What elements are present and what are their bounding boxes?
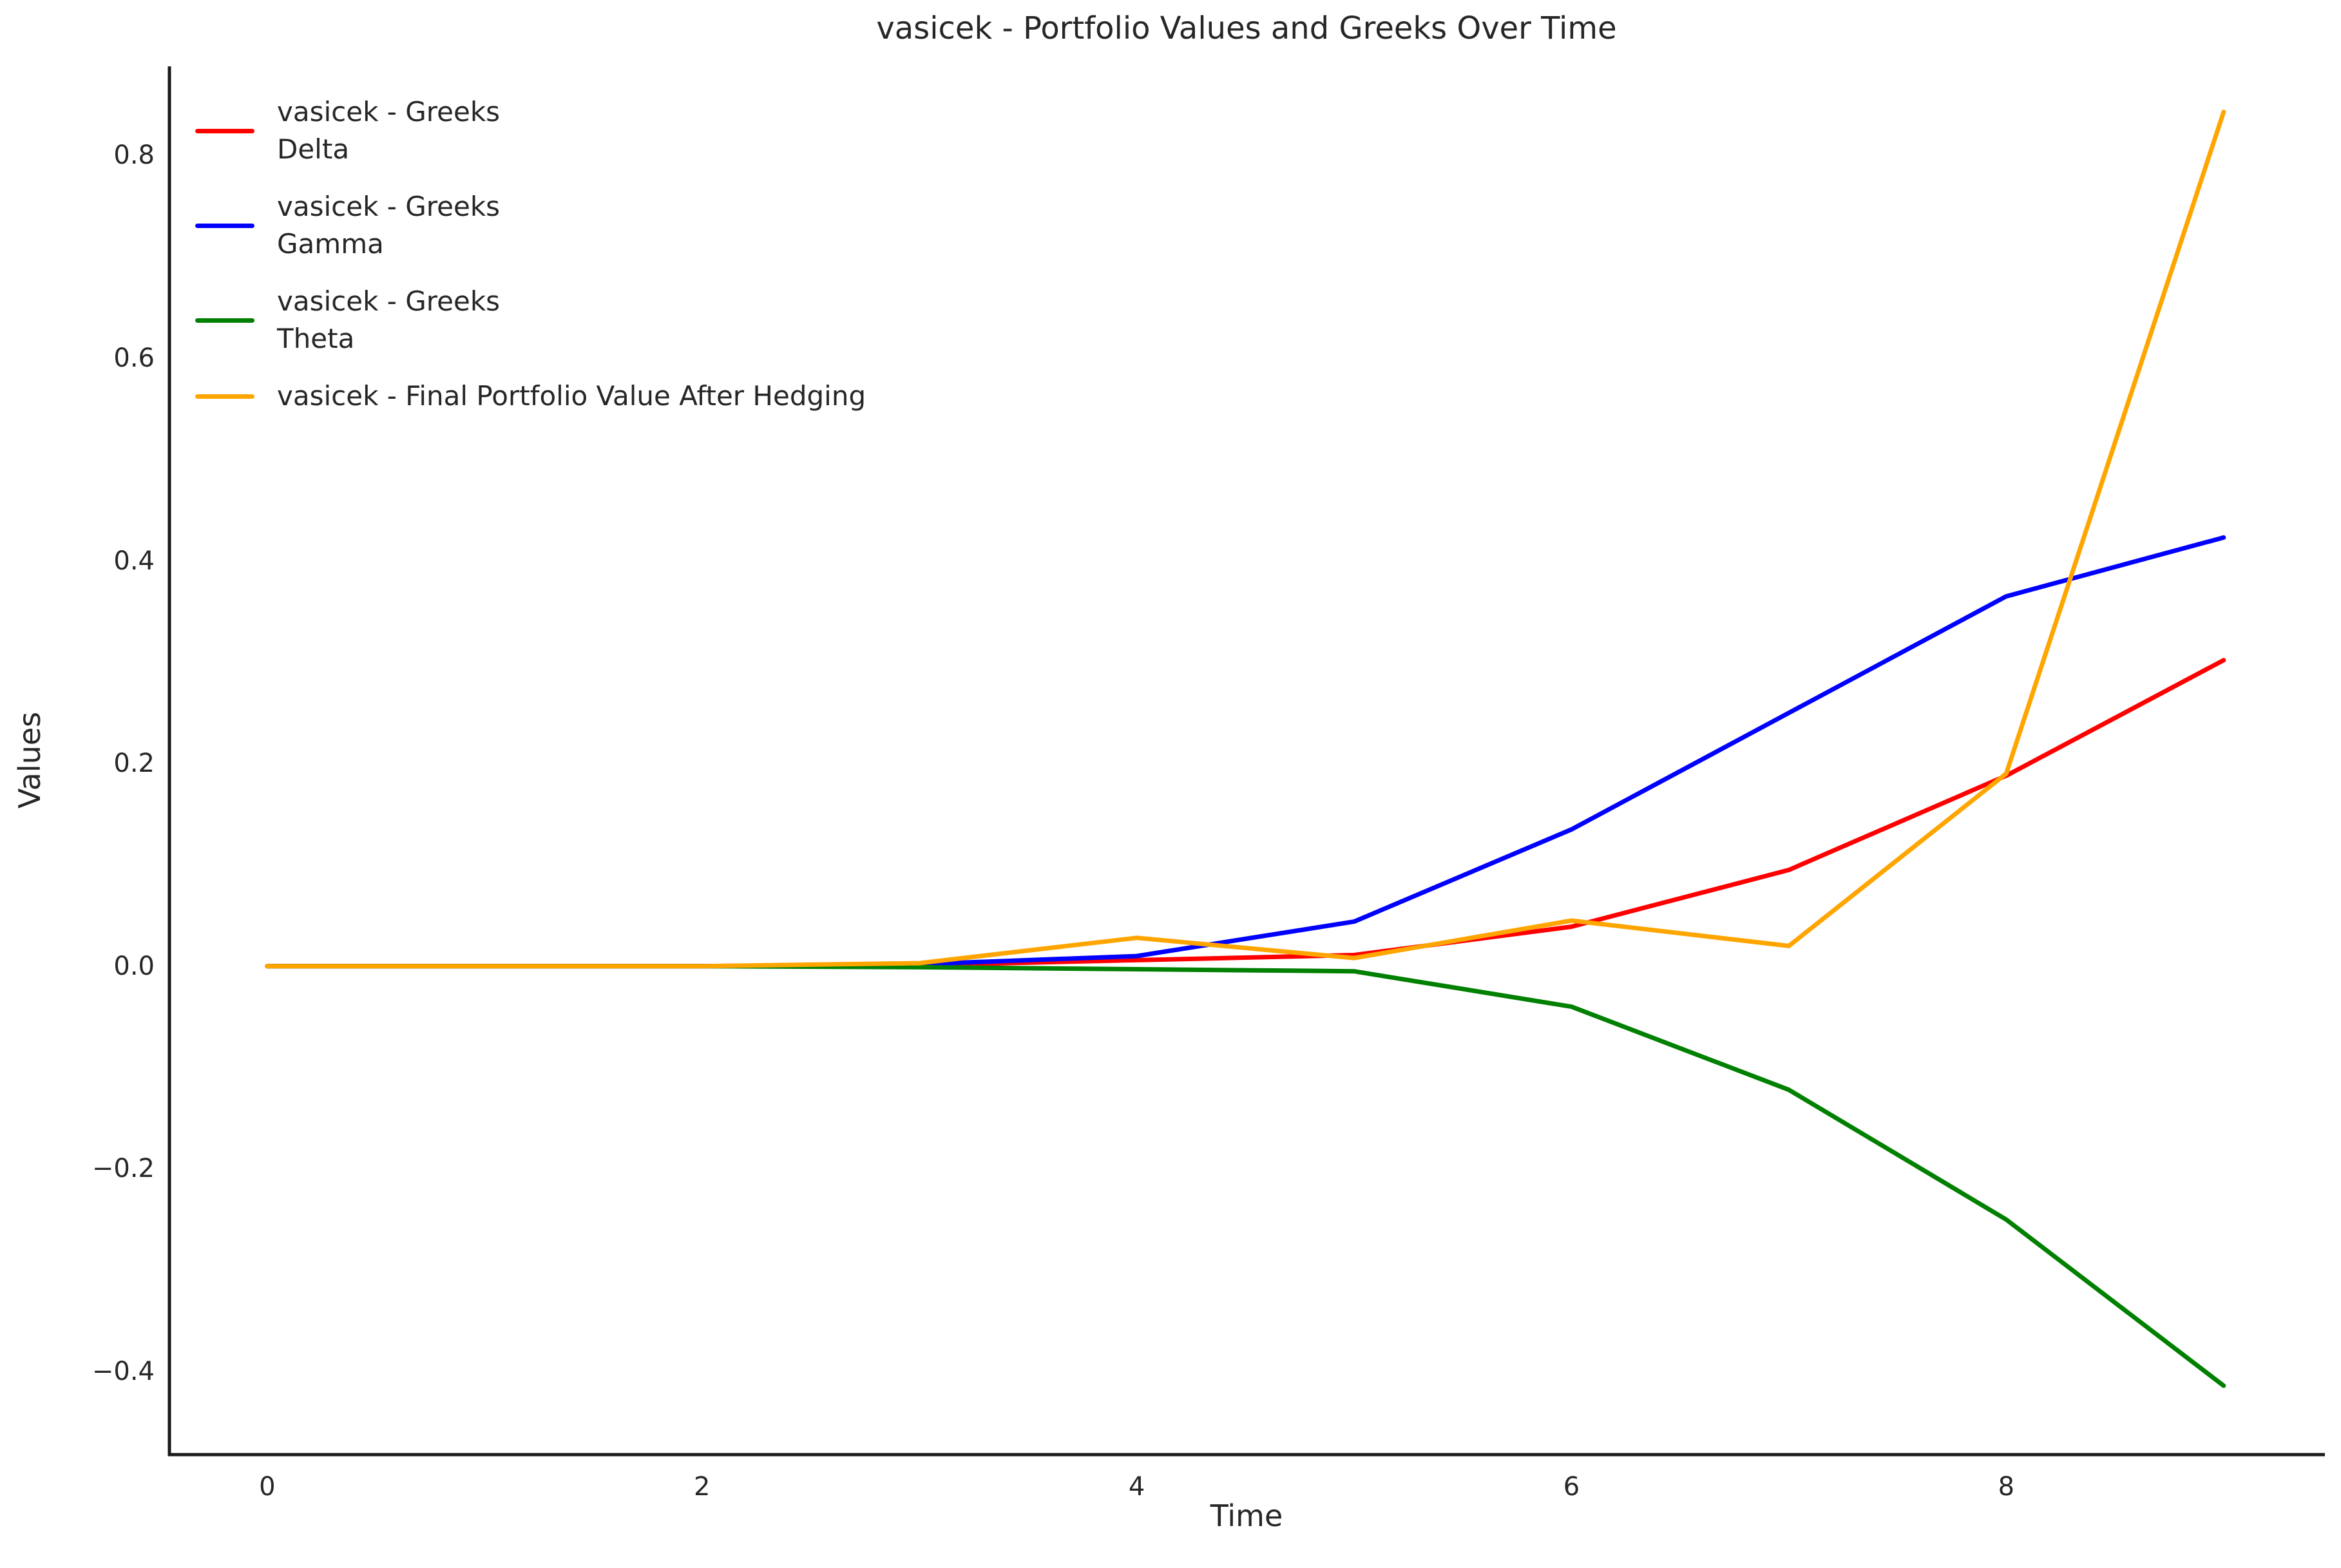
y-tick-label: 0.4 [113, 546, 155, 576]
legend-label: vasicek - Greeks Delta [277, 96, 501, 165]
legend-swatch-icon [195, 128, 254, 133]
legend: vasicek - Greeks Delta vasicek - Greeks G… [195, 93, 866, 415]
x-tick-label: 0 [259, 1472, 276, 1502]
legend-item-3: vasicek - Final Portfolio Value After He… [195, 378, 866, 415]
series-lines [265, 110, 2226, 1388]
y-tick-label: 0.8 [113, 140, 155, 171]
y-tick-label: 0.0 [113, 951, 155, 981]
x-axis-label: Time [1210, 1498, 1283, 1533]
series-line-0 [265, 658, 2226, 969]
y-tick-label: 0.2 [113, 749, 155, 779]
legend-item-1: vasicek - Greeks Gamma [195, 188, 866, 263]
series-line-2 [265, 964, 2226, 1388]
series-line-3 [265, 110, 2226, 969]
legend-swatch-icon [195, 394, 254, 399]
y-tick-label: −0.4 [91, 1357, 155, 1386]
chart-title: vasicek - Portfolio Values and Greeks Ov… [876, 10, 1617, 46]
legend-swatch-icon [195, 223, 254, 228]
x-tick-label: 6 [1563, 1472, 1580, 1502]
legend-label: vasicek - Greeks Gamma [277, 191, 501, 260]
x-tick-label: 8 [1998, 1472, 2015, 1502]
legend-swatch-icon [195, 318, 254, 323]
y-axis-label: Values [12, 711, 47, 809]
legend-label: vasicek - Greeks Theta [277, 285, 501, 354]
x-tick-label: 4 [1128, 1472, 1145, 1502]
series-line-1 [265, 535, 2226, 969]
legend-label: vasicek - Final Portfolio Value After He… [277, 380, 866, 412]
legend-item-2: vasicek - Greeks Theta [195, 283, 866, 358]
x-tick-label: 2 [693, 1472, 711, 1502]
y-tick-label: −0.2 [91, 1154, 155, 1184]
y-tick-label: 0.6 [113, 343, 155, 374]
legend-item-0: vasicek - Greeks Delta [195, 93, 866, 168]
